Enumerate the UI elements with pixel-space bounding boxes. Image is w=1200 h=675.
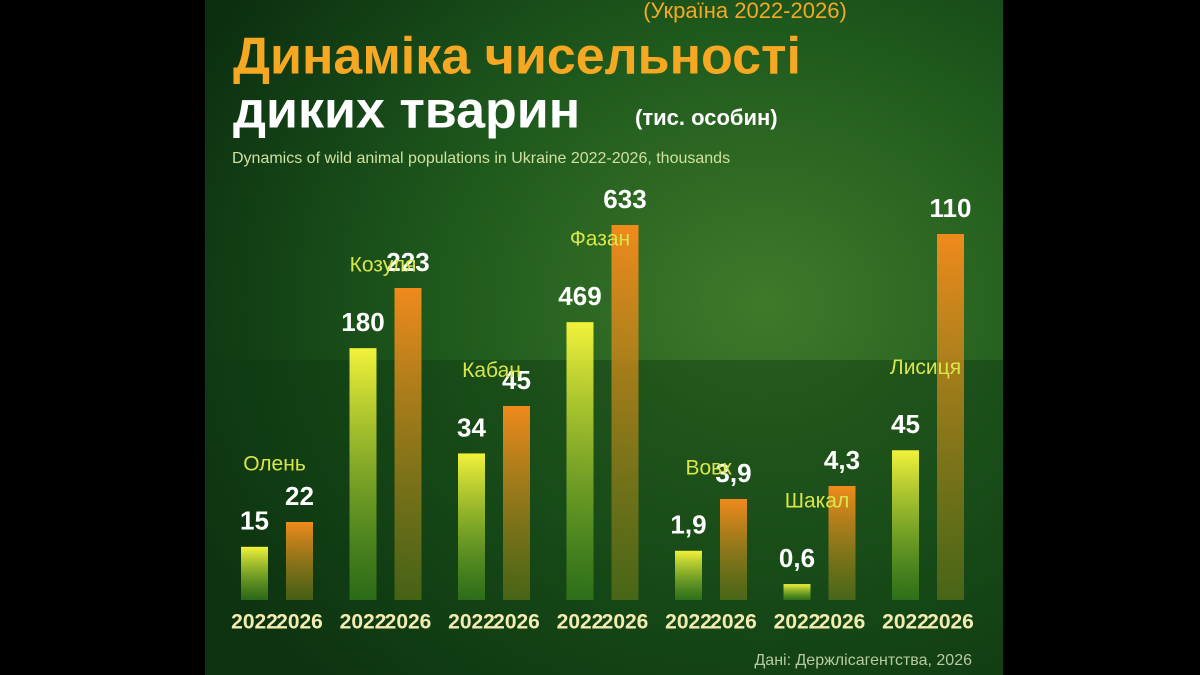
chart-title: Динаміка чисельності bbox=[233, 28, 801, 86]
value-label: 15 bbox=[240, 506, 269, 536]
category-label: Олень bbox=[243, 452, 306, 475]
category-label: Козуля bbox=[350, 254, 417, 277]
value-label: 45 bbox=[502, 365, 531, 395]
grass bbox=[205, 360, 1003, 675]
value-label: 633 bbox=[603, 184, 646, 214]
bar bbox=[349, 348, 377, 600]
value-label: 180 bbox=[341, 307, 384, 337]
year-label: 2026 bbox=[385, 611, 432, 634]
year-label: 2022 bbox=[665, 611, 712, 634]
value-label: 469 bbox=[558, 281, 601, 311]
bar bbox=[458, 453, 485, 600]
value-label: 110 bbox=[930, 193, 972, 223]
year-label: 2022 bbox=[774, 611, 821, 634]
year-label: 2026 bbox=[710, 611, 757, 634]
unit: (тис. особин) bbox=[635, 105, 778, 130]
bar bbox=[892, 450, 919, 600]
year-label: 2026 bbox=[819, 611, 866, 634]
bar bbox=[241, 546, 268, 600]
value-label: 45 bbox=[891, 409, 920, 439]
year-label: 2022 bbox=[231, 611, 278, 634]
year-label: 2026 bbox=[276, 611, 323, 634]
category-label: Вовк bbox=[685, 456, 732, 479]
year-label: 2022 bbox=[882, 611, 929, 634]
bar bbox=[828, 486, 856, 600]
subtitle: Dynamics of wild animal populations in U… bbox=[232, 150, 730, 167]
value-label: 223 bbox=[386, 247, 429, 277]
chart-title-2: диких тварин bbox=[233, 82, 580, 140]
bar bbox=[394, 288, 422, 600]
year-label: 2022 bbox=[340, 611, 387, 634]
value-label: 34 bbox=[457, 412, 486, 442]
year-label: 2026 bbox=[927, 611, 974, 634]
value-label: 1,9 bbox=[670, 510, 706, 540]
category-label: Шакал bbox=[785, 490, 850, 513]
year-label: 2022 bbox=[448, 611, 495, 634]
category-label: Кабан bbox=[462, 359, 521, 382]
bar bbox=[783, 584, 811, 600]
year-label: 2026 bbox=[602, 611, 649, 634]
value-label: 0,6 bbox=[779, 543, 815, 573]
year-label: 2022 bbox=[557, 611, 604, 634]
bar bbox=[566, 322, 594, 600]
header: (Україна 2022-2026) bbox=[643, 0, 847, 23]
value-label: 3,9 bbox=[715, 458, 751, 488]
panel bbox=[205, 0, 1003, 675]
value-label: 22 bbox=[285, 481, 314, 511]
value-label: 4,3 bbox=[824, 445, 860, 475]
bar bbox=[286, 522, 313, 600]
bar bbox=[675, 550, 702, 600]
bar bbox=[611, 225, 639, 600]
bar bbox=[503, 406, 530, 600]
year-label: 2026 bbox=[493, 611, 540, 634]
bar bbox=[937, 234, 964, 600]
category-label: Фазан bbox=[570, 228, 630, 251]
bar bbox=[720, 499, 747, 600]
source: Дані: Держлісагентства, 2026 bbox=[754, 652, 972, 669]
category-label: Лисиця bbox=[890, 356, 961, 379]
